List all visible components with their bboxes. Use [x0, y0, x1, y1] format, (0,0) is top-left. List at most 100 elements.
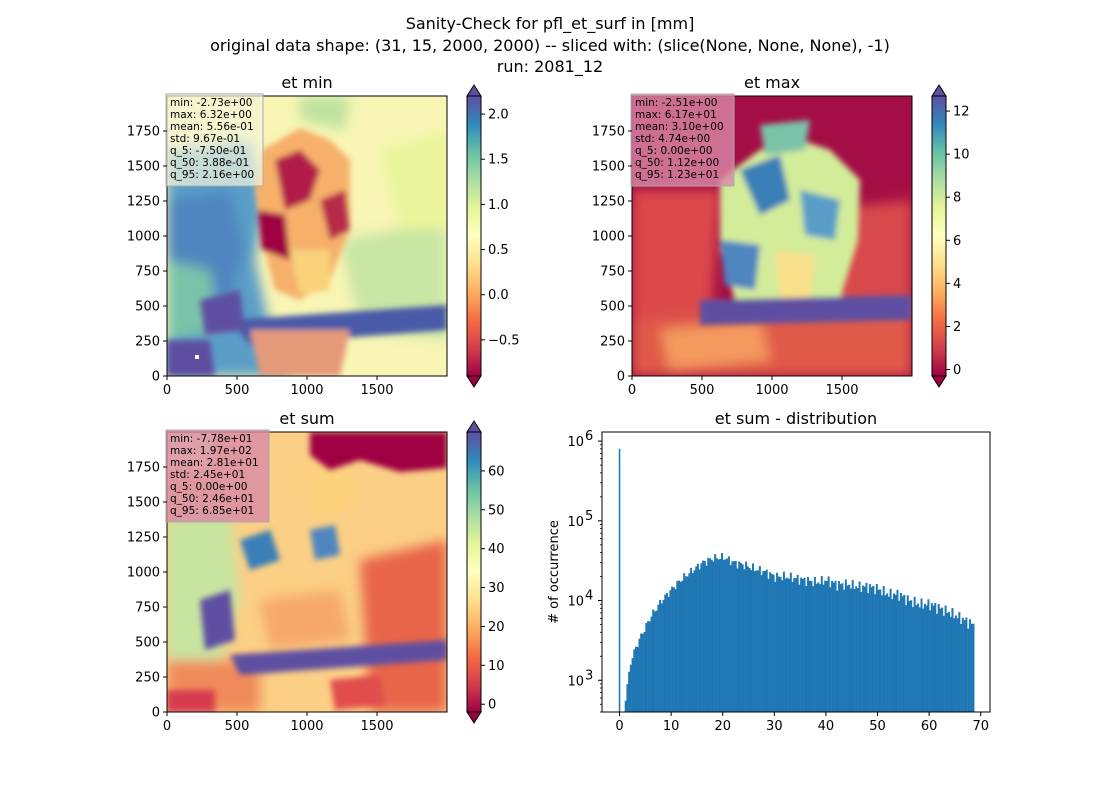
histogram-bar [782, 571, 785, 712]
histogram-bar [758, 566, 761, 712]
histogram-bar [690, 567, 693, 712]
stat-line: max: 6.17e+01 [635, 109, 717, 121]
histogram-bar [946, 612, 949, 712]
histogram-bar [777, 576, 780, 712]
y-tick-label: 1000 [127, 566, 160, 581]
histogram-bar [739, 562, 742, 712]
histogram-bar [889, 588, 892, 712]
histogram-bar [844, 579, 847, 712]
histogram-bar [741, 564, 744, 712]
histogram-bar [805, 586, 808, 712]
y-tick-exponent: 5 [585, 509, 593, 524]
stat-line: q_50: 2.46e+01 [170, 493, 254, 505]
histogram-bar [767, 578, 770, 712]
histogram-bar [733, 561, 736, 712]
histogram-bar [672, 587, 675, 712]
histogram-bar [901, 596, 904, 712]
stat-line: mean: 5.56e-01 [170, 121, 254, 133]
stats-box: min: -2.51e+00 max: 6.17e+01 mean: 3.10e… [630, 93, 735, 187]
histogram-bar [769, 572, 772, 712]
histogram-bar [703, 560, 706, 712]
histogram-bar [667, 596, 670, 712]
figure-title: Sanity-Check for pfl_et_surf in [mm] ori… [210, 14, 890, 77]
histogram-bar [696, 563, 699, 712]
histogram-bar [772, 574, 775, 712]
histogram-bar [679, 581, 682, 712]
heatmap-image [167, 96, 447, 376]
colorbar-tick-label: 0 [488, 698, 496, 713]
histogram-bar [965, 617, 968, 712]
y-tick-label: 0 [617, 370, 625, 385]
histogram-bar [860, 591, 863, 712]
histogram-bar [715, 558, 718, 712]
histogram-bar [762, 571, 765, 712]
histogram-bar [665, 593, 668, 712]
histogram-bar [810, 580, 813, 712]
histogram-bar [862, 585, 865, 712]
stat-line: min: -2.73e+00 [170, 97, 252, 109]
histogram-bar [710, 559, 713, 712]
y-tick-label: 250 [135, 671, 160, 686]
histogram-bar [738, 561, 741, 712]
histogram-bar [653, 611, 656, 712]
histogram-bar [865, 582, 868, 712]
y-tick-label: 1750 [592, 125, 625, 140]
panel-et-min: et min [127, 73, 520, 398]
histogram-bar [817, 582, 820, 712]
stat-line: q_5: -7.50e-01 [170, 145, 246, 157]
histogram-bar [875, 583, 878, 712]
histogram-bar [691, 573, 694, 712]
histogram-bar [910, 600, 913, 712]
y-tick-label: 0 [152, 706, 160, 721]
histogram-bar [681, 580, 684, 712]
y-tick-exponent: 3 [585, 668, 593, 683]
histogram-bar [636, 646, 639, 712]
histogram-bar [746, 566, 749, 712]
y-tick-label: 10 [567, 515, 584, 530]
y-tick-label: 250 [600, 335, 625, 350]
histogram-bar [731, 561, 734, 712]
y-tick-label: 1000 [127, 230, 160, 245]
histogram-bar [941, 607, 944, 712]
histogram-bar [918, 607, 921, 712]
histogram-bar [803, 577, 806, 712]
histogram-bar [650, 616, 653, 712]
histogram-bar [917, 603, 920, 712]
colorbar-tick-label: 1.0 [488, 198, 509, 213]
y-tick-label: 750 [135, 601, 160, 616]
histogram-bar [659, 599, 662, 712]
histogram-bar [970, 623, 973, 712]
histogram-bar [951, 608, 954, 712]
histogram-bar [743, 569, 746, 712]
histogram-bar [755, 570, 758, 712]
panel-title: et min [281, 73, 332, 92]
histogram-bar [942, 615, 945, 712]
histogram-bar [698, 569, 701, 712]
y-tick-label: 10 [567, 674, 584, 689]
colorbar-tick-label: 8 [953, 191, 961, 206]
colorbar-gradient [931, 95, 947, 377]
histogram-bar [712, 561, 715, 712]
histogram-bar [877, 589, 880, 712]
y-tick-label: 1250 [127, 195, 160, 210]
colorbar-tick-label: 20 [488, 620, 505, 635]
histogram-bar [812, 586, 815, 712]
histogram-bar [911, 607, 914, 712]
histogram-bar [641, 633, 644, 712]
stat-line: q_95: 1.23e+01 [635, 169, 719, 181]
histogram-bar [629, 664, 632, 712]
histogram-bar [702, 560, 705, 712]
histogram-bar [913, 596, 916, 712]
histogram-bar [820, 575, 823, 712]
histogram-bar [760, 575, 763, 712]
histogram-bar [800, 577, 803, 712]
histogram-bar [726, 558, 729, 712]
x-tick-label: 0 [615, 719, 623, 734]
y-tick-label: 1250 [592, 195, 625, 210]
histogram-bar [736, 568, 739, 712]
y-tick-label: 1250 [127, 531, 160, 546]
histogram-bar [640, 633, 643, 712]
histogram-bar [819, 584, 822, 712]
y-tick-exponent: 6 [585, 429, 593, 444]
histogram-bar [827, 576, 830, 712]
